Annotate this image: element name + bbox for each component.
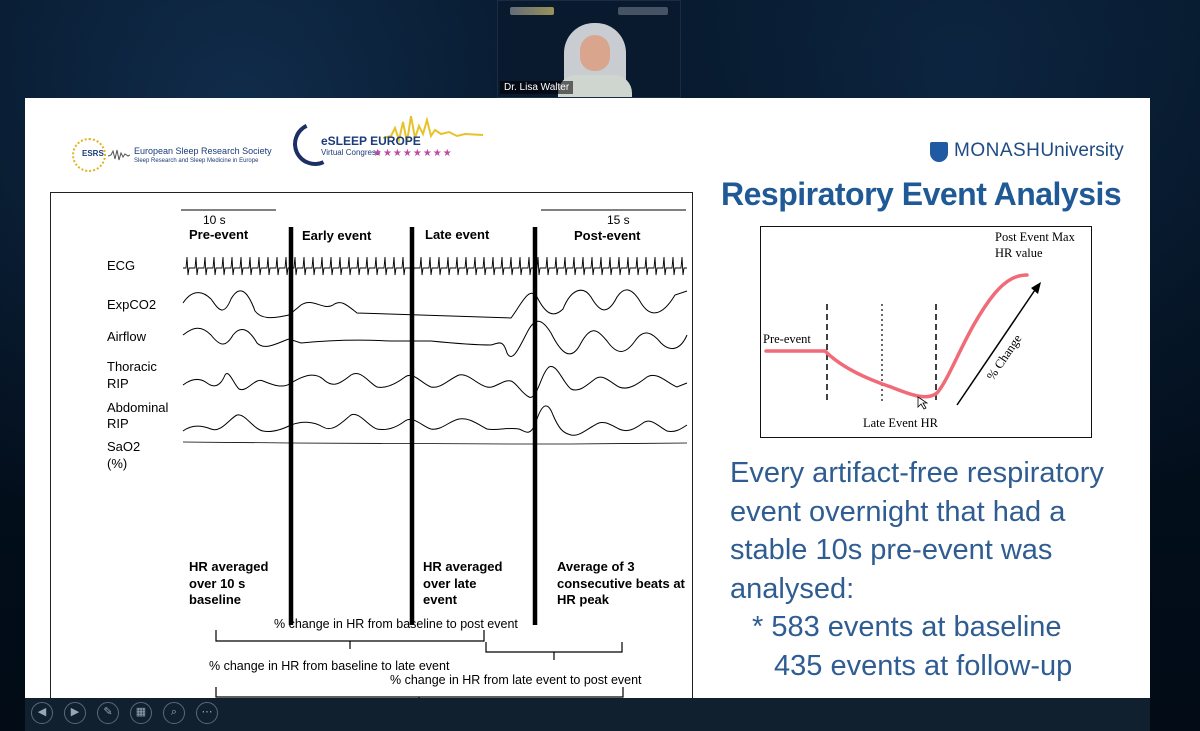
slides-icon[interactable]: ▦	[130, 702, 152, 724]
post-duration-label: 15 s	[607, 213, 630, 227]
monash-name: MONASH	[954, 140, 1041, 161]
channel-abdominal: Abdominal	[107, 400, 169, 415]
hr-curve	[764, 273, 1029, 399]
esrs-subtitle: Sleep Research and Sleep Medicine in Eur…	[134, 158, 259, 164]
inset-pre-event-label: Pre-event	[763, 332, 811, 346]
inset-post-label-line-2: HR value	[995, 246, 1043, 260]
webcam-logos	[498, 5, 680, 19]
signal-figure: 10 s 15 s Pre-event Early event Late eve…	[50, 192, 693, 698]
body-line-5: * 583 events at baseline	[752, 611, 1062, 643]
pre-duration-label: 10 s	[203, 213, 226, 227]
lower-brackets: % change in HR from baseline to post eve…	[274, 617, 642, 687]
change-arrow	[956, 286, 1038, 406]
inset-late-label: Late Event HR	[863, 416, 939, 430]
signal-figure-svg: 10 s 15 s Pre-event Early event Late eve…	[107, 209, 688, 698]
presenter-face	[580, 35, 610, 71]
channel-thoracic-rip: RIP	[107, 376, 129, 391]
note-post-line-2: consecutive beats at	[557, 576, 686, 591]
slide-body: Every artifact-free respiratory event ov…	[730, 454, 1150, 685]
colored-stars-icon: ★★★★★★★★	[373, 148, 453, 159]
channel-sao2-unit: (%)	[107, 456, 127, 471]
monash-university: University	[1040, 140, 1124, 161]
bracket-label-baseline-post: % change in HR from baseline to post eve…	[274, 617, 518, 631]
note-pre-line-1: HR averaged	[189, 559, 269, 574]
channel-airflow: Airflow	[107, 329, 147, 344]
hr-response-diagram: Pre-event Post Event Max HR value Late E…	[760, 226, 1092, 438]
mouse-cursor-icon	[917, 396, 929, 410]
channel-ecg: ECG	[107, 258, 135, 273]
esleep-wave-icon	[383, 115, 483, 144]
esrs-mark: ESRS	[82, 149, 104, 158]
body-line-1: Every artifact-free respiratory	[730, 457, 1104, 489]
sao2-trace	[182, 441, 688, 445]
inset-post-label-line-1: Post Event Max	[995, 230, 1076, 244]
esrs-star-ring	[72, 138, 106, 172]
note-post-line-1: Average of 3	[557, 559, 635, 574]
channel-expco2: ExpCO2	[107, 297, 156, 312]
esleep-brand: eSLEEP EUROPE	[321, 134, 421, 148]
presentation-slide: ESRS European Sleep Research Society Sle…	[25, 98, 1150, 698]
esrs-title: European Sleep Research Society	[134, 146, 272, 156]
channel-thoracic: Thoracic	[107, 359, 157, 374]
presentation-toolbar: ◀ ▶ ✎ ▦ ⌕ ⋯	[25, 698, 1150, 731]
esleep-subtitle: Virtual Congress	[321, 148, 380, 157]
zoom-icon[interactable]: ⌕	[163, 702, 185, 724]
channel-abdominal-rip: RIP	[107, 416, 129, 431]
thoracic-rip-trace	[182, 366, 688, 398]
webcam-logo-right	[618, 7, 668, 15]
phase-post-event: Post-event	[574, 228, 641, 243]
monash-logo: MONASHUniversity	[930, 140, 1130, 166]
phase-late-event: Late event	[425, 227, 490, 242]
presenter-shirt	[558, 75, 632, 97]
bracket-late-post	[485, 642, 623, 653]
prev-icon[interactable]: ◀	[31, 702, 53, 724]
body-line-2: event overnight that had a	[730, 495, 1066, 528]
bracket-label-baseline-late: % change in HR from baseline to late eve…	[209, 659, 450, 673]
body-line-4: analysed:	[730, 572, 855, 605]
abdominal-rip-trace	[182, 405, 688, 436]
presenter-name-label: Dr. Lisa Walter	[500, 81, 574, 94]
phase-early-event: Early event	[302, 228, 372, 243]
monash-wordmark: MONASHUniversity	[954, 140, 1124, 162]
webcam-logo-left	[510, 7, 554, 15]
webcam-feed: Dr. Lisa Walter	[497, 0, 681, 98]
monash-shield-icon	[930, 142, 948, 162]
pen-icon[interactable]: ✎	[97, 702, 119, 724]
presenter-video	[558, 19, 632, 97]
airflow-trace	[182, 320, 688, 357]
esrs-wave-icon	[108, 149, 130, 161]
esrs-logo: ESRS European Sleep Research Society Sle…	[72, 138, 292, 172]
note-pre-line-2: over 10 s	[189, 576, 245, 591]
slide-title: Respiratory Event Analysis	[721, 176, 1122, 212]
note-late-line-1: HR averaged	[423, 559, 503, 574]
ecg-trace	[183, 256, 687, 276]
hr-response-svg: Pre-event Post Event Max HR value Late E…	[763, 230, 1076, 430]
body-line-6: 435 events at follow-up	[774, 649, 1073, 682]
note-late-line-3: event	[423, 592, 458, 607]
note-pre-line-3: baseline	[189, 592, 241, 607]
channel-sao2: SaO2	[107, 439, 140, 454]
expco2-trace	[182, 289, 688, 319]
note-late-line-2: over late	[423, 576, 476, 591]
phase-pre-event: Pre-event	[189, 227, 249, 242]
note-post-line-3: HR peak	[557, 592, 610, 607]
esleep-logo: eSLEEP EUROPE Virtual Congress ★★★★★★★★	[286, 112, 483, 173]
more-icon[interactable]: ⋯	[196, 702, 218, 724]
arrow-head-icon	[1031, 282, 1041, 294]
body-line-3: stable 10s pre-event was	[730, 534, 1053, 566]
next-icon[interactable]: ▶	[64, 702, 86, 724]
bracket-label-late-post: % change in HR from late event to post e…	[390, 673, 642, 687]
